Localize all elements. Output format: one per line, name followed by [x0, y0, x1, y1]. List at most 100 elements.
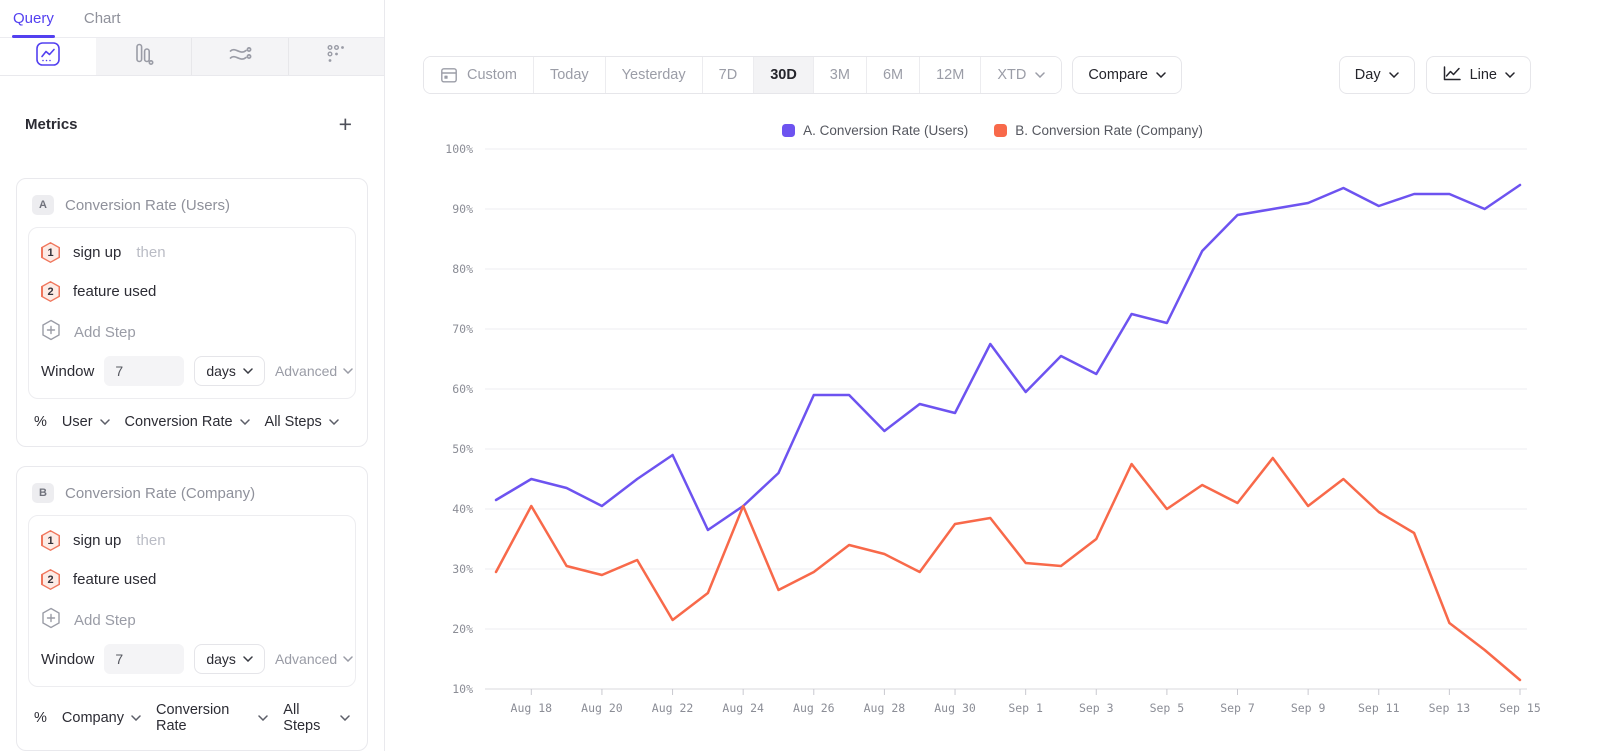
svg-text:Aug 18: Aug 18	[511, 701, 553, 715]
svg-text:Sep 9: Sep 9	[1291, 701, 1326, 715]
range-12m[interactable]: 12M	[920, 57, 982, 93]
step-number-hexagon: 2	[41, 569, 60, 590]
step-event-label[interactable]: sign up	[73, 532, 122, 549]
add-step-button[interactable]: Add Step	[41, 311, 343, 351]
chevron-down-icon	[239, 419, 250, 425]
step-row[interactable]: 1 sign up then	[41, 521, 343, 560]
legend-swatch	[994, 123, 1008, 137]
compare-button[interactable]: Compare	[1072, 56, 1182, 94]
measure-steps-dropdown[interactable]: All Steps	[265, 414, 339, 430]
svg-text:40%: 40%	[452, 502, 473, 516]
series-b-line[interactable]	[494, 456, 1522, 682]
svg-text:90%: 90%	[452, 202, 473, 216]
svg-text:Sep 13: Sep 13	[1429, 701, 1471, 715]
chart-type-bar-button[interactable]	[95, 37, 191, 75]
range-xtd[interactable]: XTD	[981, 57, 1062, 93]
step-event-label[interactable]: feature used	[73, 571, 157, 588]
range-yesterday[interactable]: Yesterday	[605, 57, 703, 93]
granularity-dropdown[interactable]: Day	[1338, 56, 1415, 94]
breakdown-dots-icon	[324, 42, 348, 71]
chevron-down-icon	[243, 368, 253, 374]
measure-type-dropdown[interactable]: Conversion Rate	[125, 414, 250, 430]
metric-card-a-header[interactable]: A Conversion Rate (Users)	[28, 189, 356, 227]
window-unit-dropdown[interactable]: days	[194, 644, 265, 674]
add-metric-button[interactable]: +	[338, 111, 352, 137]
sidebar: Query Chart	[0, 0, 385, 751]
chart-type-line-button[interactable]	[0, 38, 96, 75]
metric-badge-a: A	[32, 195, 54, 215]
range-7d[interactable]: 7D	[702, 57, 755, 93]
step-row[interactable]: 2 feature used	[41, 272, 343, 311]
range-today[interactable]: Today	[533, 57, 606, 93]
window-unit-dropdown[interactable]: days	[194, 356, 265, 386]
range-6m[interactable]: 6M	[866, 57, 921, 93]
chevron-down-icon	[343, 368, 353, 374]
chevron-down-icon	[131, 715, 141, 721]
svg-text:Aug 24: Aug 24	[722, 701, 764, 715]
measure-entity-dropdown[interactable]: User	[62, 414, 110, 430]
step-connector-label: then	[136, 532, 166, 549]
chart-toolbar: Custom Today Yesterday 7D 30D 3M 6M 12M XTD Comp…	[423, 56, 1531, 94]
advanced-toggle[interactable]: Advanced	[275, 651, 353, 667]
metric-card-a: A Conversion Rate (Users) 1 sign up then…	[16, 178, 368, 447]
chevron-down-icon	[343, 656, 353, 662]
measure-type-dropdown[interactable]: Conversion Rate	[156, 702, 269, 734]
svg-text:Aug 30: Aug 30	[934, 701, 976, 715]
svg-text:80%: 80%	[452, 262, 473, 276]
sidebar-tabs: Query Chart	[0, 0, 384, 38]
legend-item-a[interactable]: A. Conversion Rate (Users)	[782, 122, 968, 138]
range-custom[interactable]: Custom	[424, 57, 534, 93]
step-number-hexagon: 2	[41, 281, 60, 302]
steps-panel-a: 1 sign up then 2 feature used	[28, 227, 356, 399]
svg-text:10%: 10%	[452, 682, 473, 696]
flows-icon	[227, 43, 253, 70]
tab-query[interactable]: Query	[12, 0, 55, 38]
chevron-down-icon	[329, 419, 339, 425]
svg-text:Aug 28: Aug 28	[864, 701, 906, 715]
step-event-label[interactable]: sign up	[73, 244, 122, 261]
metrics-header: Metrics +	[0, 113, 384, 136]
step-event-label[interactable]: feature used	[73, 283, 157, 300]
svg-text:Aug 26: Aug 26	[793, 701, 835, 715]
svg-text:Sep 11: Sep 11	[1358, 701, 1400, 715]
measure-steps-dropdown[interactable]: All Steps	[283, 702, 350, 734]
series-a-line[interactable]	[494, 183, 1522, 532]
main-panel: Custom Today Yesterday 7D 30D 3M 6M 12M XTD Comp…	[385, 0, 1600, 751]
window-value-input[interactable]	[104, 644, 185, 674]
advanced-toggle[interactable]: Advanced	[275, 363, 353, 379]
measure-entity-dropdown[interactable]: Company	[62, 710, 141, 726]
add-step-hexagon-icon	[41, 607, 61, 633]
add-step-button[interactable]: Add Step	[41, 599, 343, 639]
svg-text:Aug 20: Aug 20	[581, 701, 623, 715]
chart-legend: A. Conversion Rate (Users) B. Conversion …	[385, 122, 1600, 138]
date-range-control: Custom Today Yesterday 7D 30D 3M 6M 12M XTD	[423, 56, 1063, 94]
metric-title-b: Conversion Rate (Company)	[65, 484, 256, 502]
add-step-hexagon-icon	[41, 319, 61, 345]
window-row: Window days Advanced	[41, 644, 353, 674]
svg-text:100%: 100%	[445, 142, 473, 156]
metric-title-a: Conversion Rate (Users)	[65, 196, 231, 214]
step-row[interactable]: 1 sign up then	[41, 233, 343, 272]
svg-text:Sep 1: Sep 1	[1008, 701, 1043, 715]
window-value-input[interactable]	[104, 356, 185, 386]
measure-row-b: % Company Conversion Rate All Steps	[28, 687, 356, 750]
chevron-down-icon	[99, 419, 110, 425]
metric-card-b-header[interactable]: B Conversion Rate (Company)	[28, 477, 356, 515]
step-number-hexagon: 1	[41, 530, 60, 551]
metrics-title: Metrics	[25, 116, 78, 133]
chart-area: 10% 20% 30% 40% 50% 60% 70% 80% 90% 100% Aug 18 Aug…	[385, 138, 1600, 726]
tab-chart[interactable]: Chart	[83, 9, 121, 27]
chart-type-flows-button[interactable]	[191, 37, 288, 75]
step-row[interactable]: 2 feature used	[41, 560, 343, 599]
svg-text:Sep 3: Sep 3	[1079, 701, 1114, 715]
svg-text:70%: 70%	[452, 322, 473, 336]
legend-item-b[interactable]: B. Conversion Rate (Company)	[994, 122, 1203, 138]
line-chart-icon	[35, 41, 61, 72]
range-30d[interactable]: 30D	[754, 57, 814, 93]
chart-type-breakdown-button[interactable]	[287, 37, 384, 75]
metric-badge-b: B	[32, 483, 54, 503]
legend-swatch	[782, 123, 796, 137]
range-3m[interactable]: 3M	[813, 57, 867, 93]
conversion-chart[interactable]: 10% 20% 30% 40% 50% 60% 70% 80% 90% 100% Aug 18 Aug…	[385, 138, 1600, 726]
chart-style-dropdown[interactable]: Line	[1425, 56, 1531, 94]
